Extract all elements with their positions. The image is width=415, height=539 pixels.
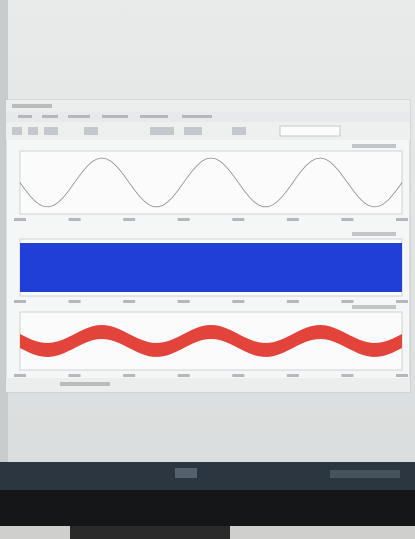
page: (() => { const data = JSON.parse(documen… bbox=[0, 0, 415, 539]
axis-tick-label bbox=[232, 300, 244, 303]
axis-tick-label bbox=[14, 218, 26, 221]
axis-tick-label bbox=[287, 300, 299, 303]
axis-tick-label bbox=[287, 218, 299, 221]
monitor-stand bbox=[70, 526, 230, 539]
axis-tick-label bbox=[123, 300, 135, 303]
axis-tick-label bbox=[178, 300, 190, 303]
plot-legend bbox=[352, 305, 396, 309]
axis-tick-label bbox=[69, 218, 81, 221]
photo bbox=[0, 0, 415, 539]
status-text bbox=[60, 382, 110, 386]
plot-frame bbox=[20, 151, 402, 214]
title-bar bbox=[6, 100, 410, 112]
signal-band bbox=[20, 243, 402, 292]
toolbar bbox=[6, 122, 410, 140]
axis-tick-label bbox=[14, 374, 26, 377]
axis-tick-label bbox=[123, 218, 135, 221]
axis-tick-label bbox=[396, 374, 408, 377]
window-title bbox=[12, 104, 52, 108]
axis-tick-label bbox=[178, 218, 190, 221]
monitor-bezel bbox=[0, 490, 415, 526]
plot-area bbox=[14, 144, 408, 377]
plot-legend bbox=[352, 232, 396, 236]
taskbar-icons[interactable] bbox=[175, 468, 197, 478]
axis-tick-label bbox=[341, 218, 353, 221]
system-tray bbox=[330, 470, 400, 478]
axis-tick-label bbox=[287, 374, 299, 377]
axis-tick-label bbox=[396, 218, 408, 221]
menu-items bbox=[18, 115, 212, 118]
axis-tick-label bbox=[341, 374, 353, 377]
axis-tick-label bbox=[396, 300, 408, 303]
axis-tick-label bbox=[232, 218, 244, 221]
axis-tick-label bbox=[178, 374, 190, 377]
axis-tick-label bbox=[69, 374, 81, 377]
plot-legend bbox=[352, 144, 396, 148]
axis-tick-label bbox=[14, 300, 26, 303]
axis-tick-label bbox=[123, 374, 135, 377]
axis-tick-label bbox=[232, 374, 244, 377]
axis-tick-label bbox=[341, 300, 353, 303]
axis-tick-label bbox=[69, 300, 81, 303]
